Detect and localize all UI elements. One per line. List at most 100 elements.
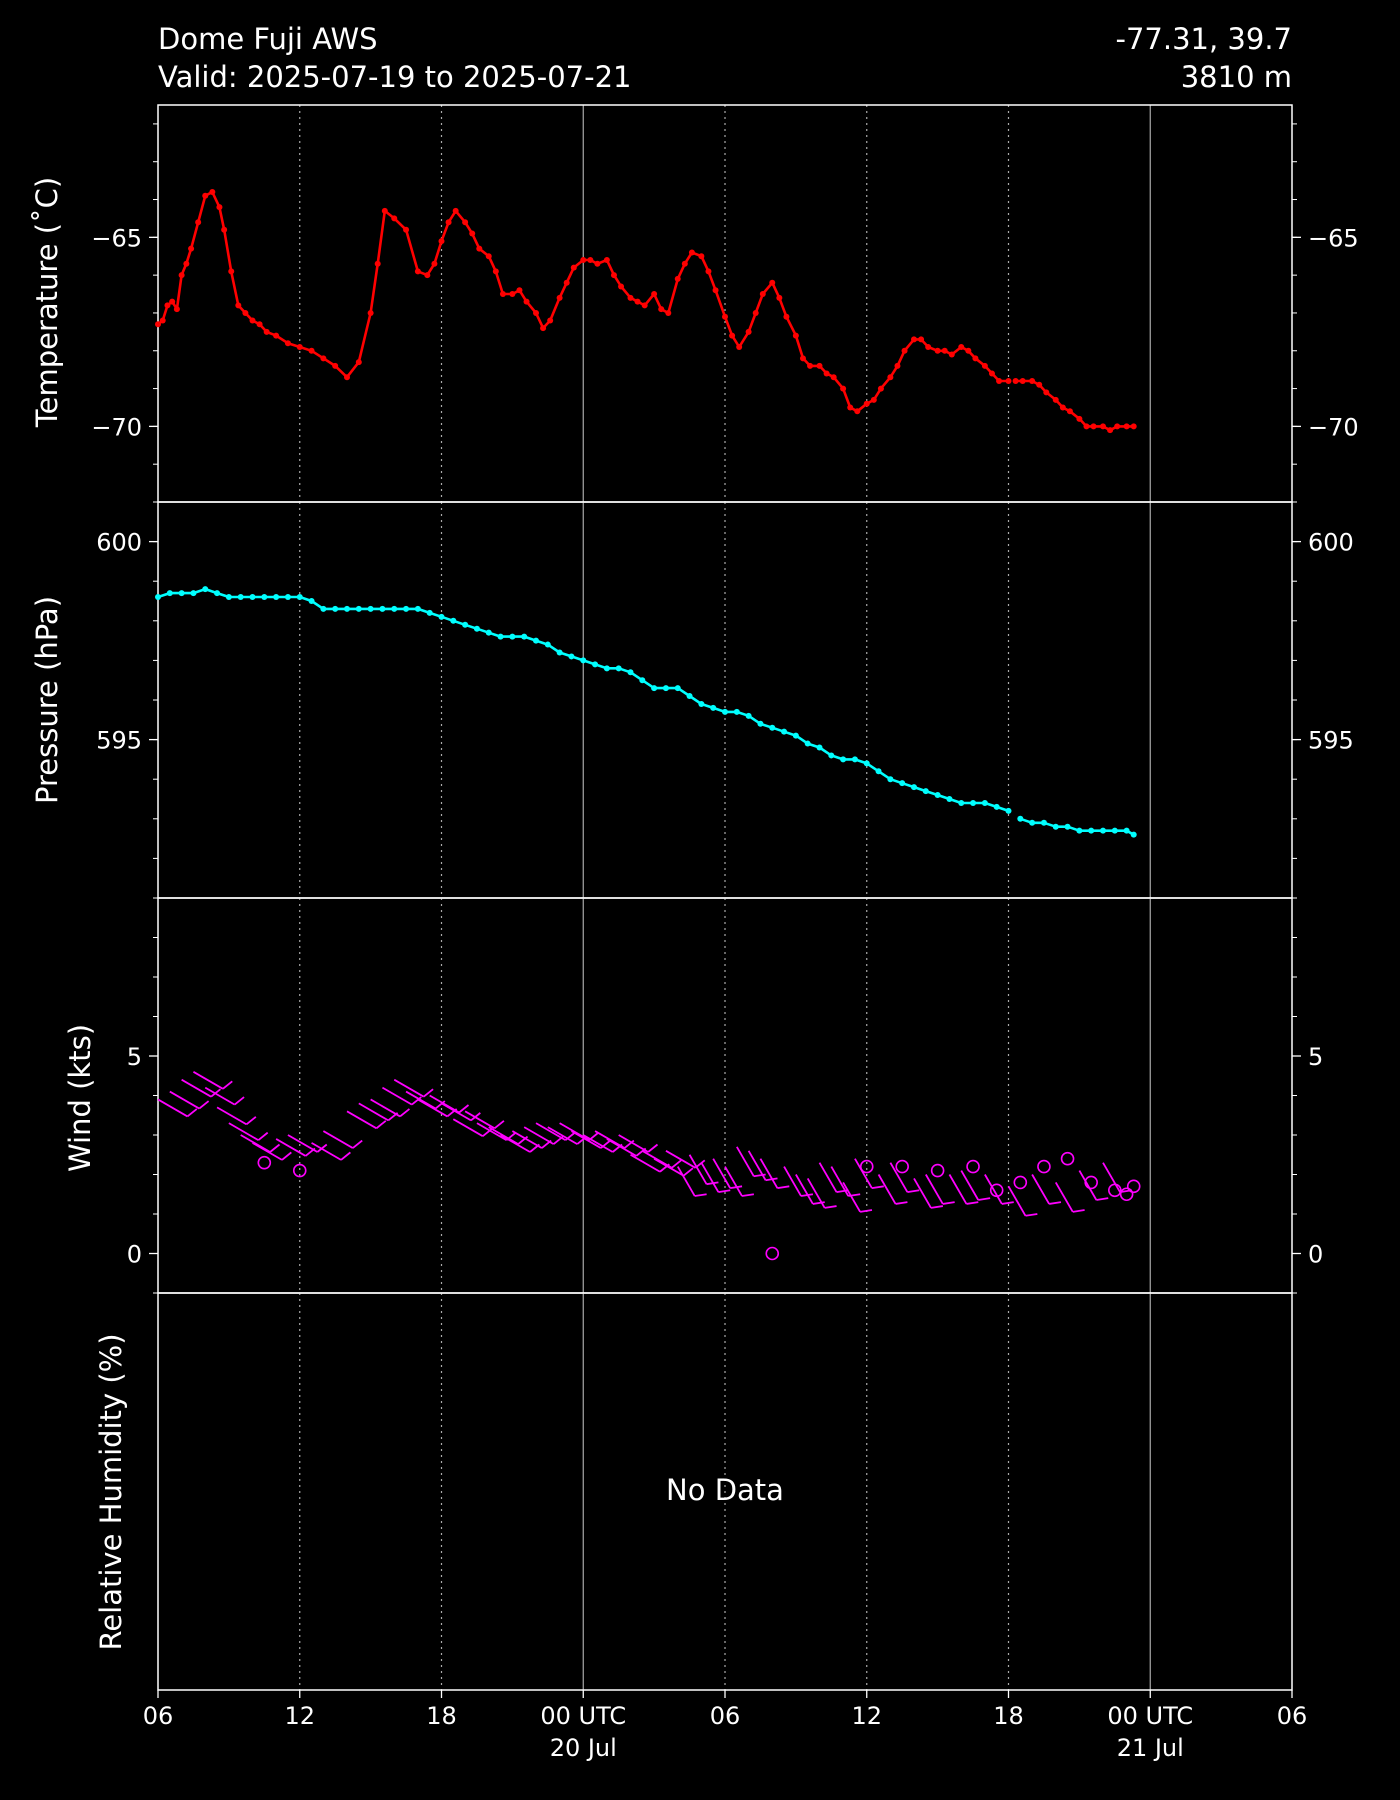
pressure-point bbox=[1040, 819, 1047, 826]
temperature-point bbox=[414, 268, 421, 275]
pressure-point bbox=[958, 799, 965, 806]
temperature-point bbox=[674, 275, 681, 282]
temperature-point bbox=[445, 219, 452, 226]
wind-barb-feather bbox=[683, 1167, 694, 1177]
temperature-point bbox=[570, 264, 577, 271]
temperature-point bbox=[799, 355, 806, 362]
wind-barb-staff bbox=[913, 1177, 932, 1209]
wind-barb-staff bbox=[795, 1174, 814, 1205]
wind-barb bbox=[854, 1158, 884, 1190]
pressure-point bbox=[225, 594, 232, 601]
temperature-point bbox=[658, 306, 665, 313]
temperature-point bbox=[249, 317, 256, 324]
temperature-point bbox=[752, 309, 759, 316]
wind-calm-circle bbox=[765, 1246, 780, 1261]
pressure-point bbox=[521, 633, 528, 640]
pressure-point bbox=[1130, 831, 1137, 838]
wind-barb bbox=[700, 1162, 731, 1193]
temperature-point bbox=[547, 317, 554, 324]
pressure-panel: 595 595 600 600 bbox=[96, 501, 1354, 899]
y-tick-label: 595 bbox=[1308, 727, 1354, 755]
temperature-point bbox=[499, 291, 506, 298]
temperature-axis-label: Temperature (˚C) bbox=[30, 177, 64, 428]
wind-barb bbox=[984, 1174, 1014, 1205]
wind-barb bbox=[429, 1094, 470, 1114]
wind-barb-staff bbox=[370, 1098, 401, 1118]
wind-barb-feather bbox=[245, 1116, 257, 1126]
pressure-point bbox=[155, 594, 161, 601]
pressure-point bbox=[674, 685, 681, 692]
temperature-point bbox=[242, 309, 249, 316]
pressure-point bbox=[1100, 827, 1106, 834]
pressure-point bbox=[556, 649, 563, 656]
temperature-point bbox=[847, 404, 854, 411]
pressure-point bbox=[190, 590, 197, 597]
wind-barb-staff bbox=[275, 1138, 307, 1157]
wind-barb bbox=[169, 1090, 210, 1110]
temperature-point bbox=[901, 347, 908, 354]
wind-barb-staff bbox=[405, 1090, 436, 1110]
pressure-point bbox=[698, 700, 705, 707]
temperature-point bbox=[941, 347, 948, 354]
x-tick-label: 18 bbox=[426, 1702, 457, 1730]
temperature-point bbox=[776, 294, 783, 301]
wind-barb bbox=[346, 1110, 387, 1130]
temperature-point bbox=[972, 355, 979, 362]
pressure-point bbox=[391, 605, 398, 612]
temperature-point bbox=[651, 291, 658, 298]
temperature-point bbox=[462, 219, 469, 226]
temperature-point bbox=[603, 257, 610, 264]
wind-barb bbox=[925, 1174, 955, 1205]
wind-barb bbox=[594, 1130, 635, 1149]
pressure-point bbox=[851, 756, 858, 763]
wind-barb-staff bbox=[877, 1174, 897, 1205]
temperature-point bbox=[587, 257, 594, 264]
temperature-panel: −70 −70 −65 −65 bbox=[91, 104, 1359, 503]
pressure-point bbox=[733, 708, 740, 715]
temperature-point bbox=[509, 291, 516, 298]
temperature-point bbox=[367, 309, 374, 316]
x-tick-label: 12 bbox=[284, 1702, 315, 1730]
wind-barb bbox=[405, 1090, 446, 1110]
wind-barb-feather bbox=[741, 1193, 754, 1197]
temperature-point bbox=[540, 325, 547, 332]
pressure-point bbox=[639, 677, 646, 684]
pressure-point bbox=[379, 605, 386, 612]
wind-barb-staff bbox=[1007, 1185, 1027, 1217]
wind-barb-staff bbox=[1031, 1174, 1050, 1205]
wind-calm-circle bbox=[989, 1183, 1004, 1198]
wind-barb-feather bbox=[234, 1096, 245, 1106]
wind-barb-staff bbox=[806, 1177, 826, 1209]
wind-barb bbox=[960, 1170, 991, 1201]
temperature-point bbox=[320, 355, 327, 362]
wind-barb-feather bbox=[623, 1139, 635, 1149]
pressure-point bbox=[249, 594, 256, 601]
wind-barb-staff bbox=[1102, 1162, 1121, 1193]
temperature-point bbox=[1130, 423, 1137, 430]
x-tick-label: 12 bbox=[851, 1702, 882, 1730]
wind-barb-staff bbox=[441, 1102, 472, 1122]
temperature-point bbox=[783, 313, 790, 320]
temperature-point bbox=[996, 378, 1003, 385]
pressure-point bbox=[934, 792, 941, 799]
temperature-point bbox=[195, 219, 202, 226]
temperature-point bbox=[705, 268, 712, 275]
wind-barb-feather bbox=[718, 1189, 731, 1193]
wind-barb-feather bbox=[1025, 1213, 1038, 1217]
wind-barb-staff bbox=[889, 1162, 909, 1193]
wind-barb-feather bbox=[777, 1185, 790, 1190]
no-data-label: No Data bbox=[666, 1473, 784, 1507]
temperature-point bbox=[759, 291, 766, 298]
wind-barb bbox=[1054, 1181, 1085, 1213]
wind-barb-staff bbox=[570, 1130, 602, 1149]
pressure-point bbox=[344, 605, 350, 612]
wind-barb-staff bbox=[500, 1134, 531, 1153]
temperature-point bbox=[712, 287, 719, 294]
wind-barb bbox=[842, 1181, 873, 1213]
temperature-point bbox=[1029, 378, 1036, 385]
wind-barb-staff bbox=[511, 1130, 543, 1149]
wind-calm-circle bbox=[895, 1159, 909, 1174]
pressure-point bbox=[1064, 823, 1071, 830]
humidity-panel bbox=[157, 1292, 1293, 1691]
wind-barb-staff bbox=[204, 1086, 236, 1106]
